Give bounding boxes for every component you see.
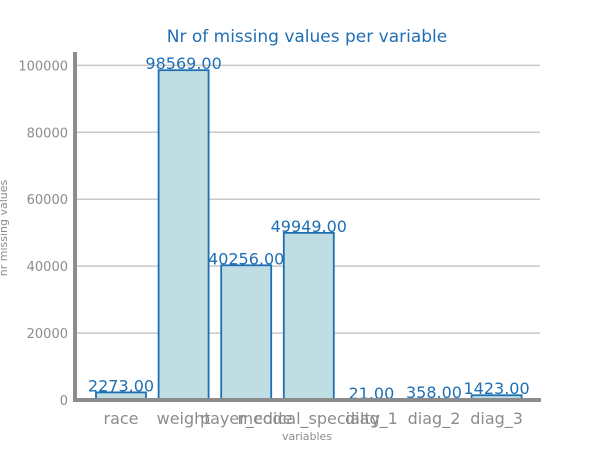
x-tick-label: weight [157, 409, 211, 428]
data-label: 358.00 [406, 383, 462, 402]
y-axis-label: nr missing values [0, 179, 10, 276]
data-label: 2273.00 [88, 376, 154, 395]
x-tick-label: payer_code [200, 409, 292, 429]
y-tick-labels: 0 20000 40000 60000 80000 100000 [18, 59, 68, 409]
y-tick-label: 80000 [27, 126, 68, 141]
y-tick-label: 0 [60, 394, 68, 409]
chart-title: Nr of missing values per variable [167, 27, 448, 47]
y-tick-label: 100000 [18, 59, 68, 74]
bar-weight [157, 69, 210, 401]
data-label: 49949.00 [271, 217, 347, 236]
x-tick-label: medical_specialty [237, 409, 380, 429]
y-tick-label: 40000 [27, 260, 68, 275]
x-tick-labels: race weightpayer_codemedical_specialtydia… [103, 409, 522, 429]
x-tick-label: race [103, 409, 138, 428]
x-tick-label: diag_1 [345, 409, 398, 429]
x-tick-label: diag_2 [408, 409, 461, 429]
y-tick-label: 60000 [27, 193, 68, 208]
data-label: 98569.00 [145, 54, 221, 73]
data-label: 40256.00 [208, 249, 284, 268]
bar-payer-code [220, 264, 273, 401]
data-label: 1423.00 [464, 379, 530, 398]
gridlines [75, 64, 540, 334]
y-tick-label: 20000 [27, 327, 68, 342]
x-tick-label: diag_3 [470, 409, 523, 429]
bar-medical-specialty [282, 231, 335, 401]
x-axis-label: variables [282, 430, 332, 443]
